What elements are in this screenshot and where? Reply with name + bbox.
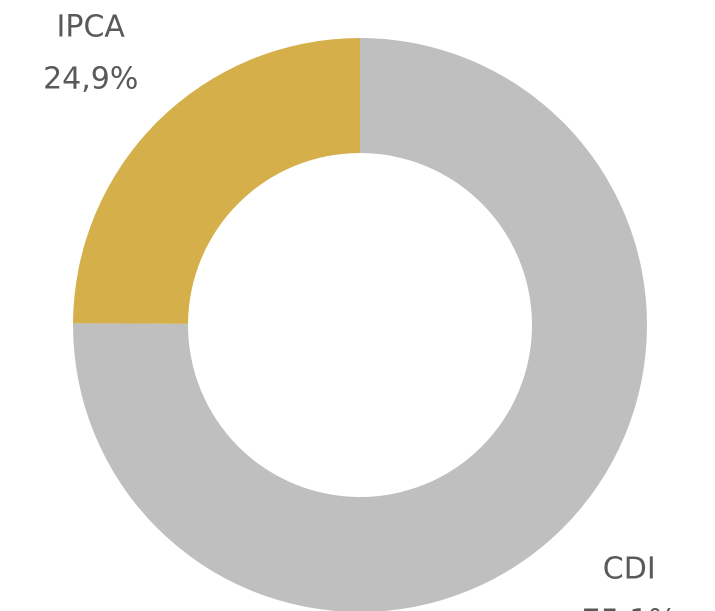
- donut-slice: [73, 38, 647, 611]
- donut-slice: [73, 38, 360, 324]
- slice-label: IPCA: [57, 10, 126, 45]
- slice-value-label: 75,1%: [582, 603, 677, 611]
- slice-label: CDI: [603, 551, 656, 586]
- slice-value-label: 24,9%: [43, 62, 138, 97]
